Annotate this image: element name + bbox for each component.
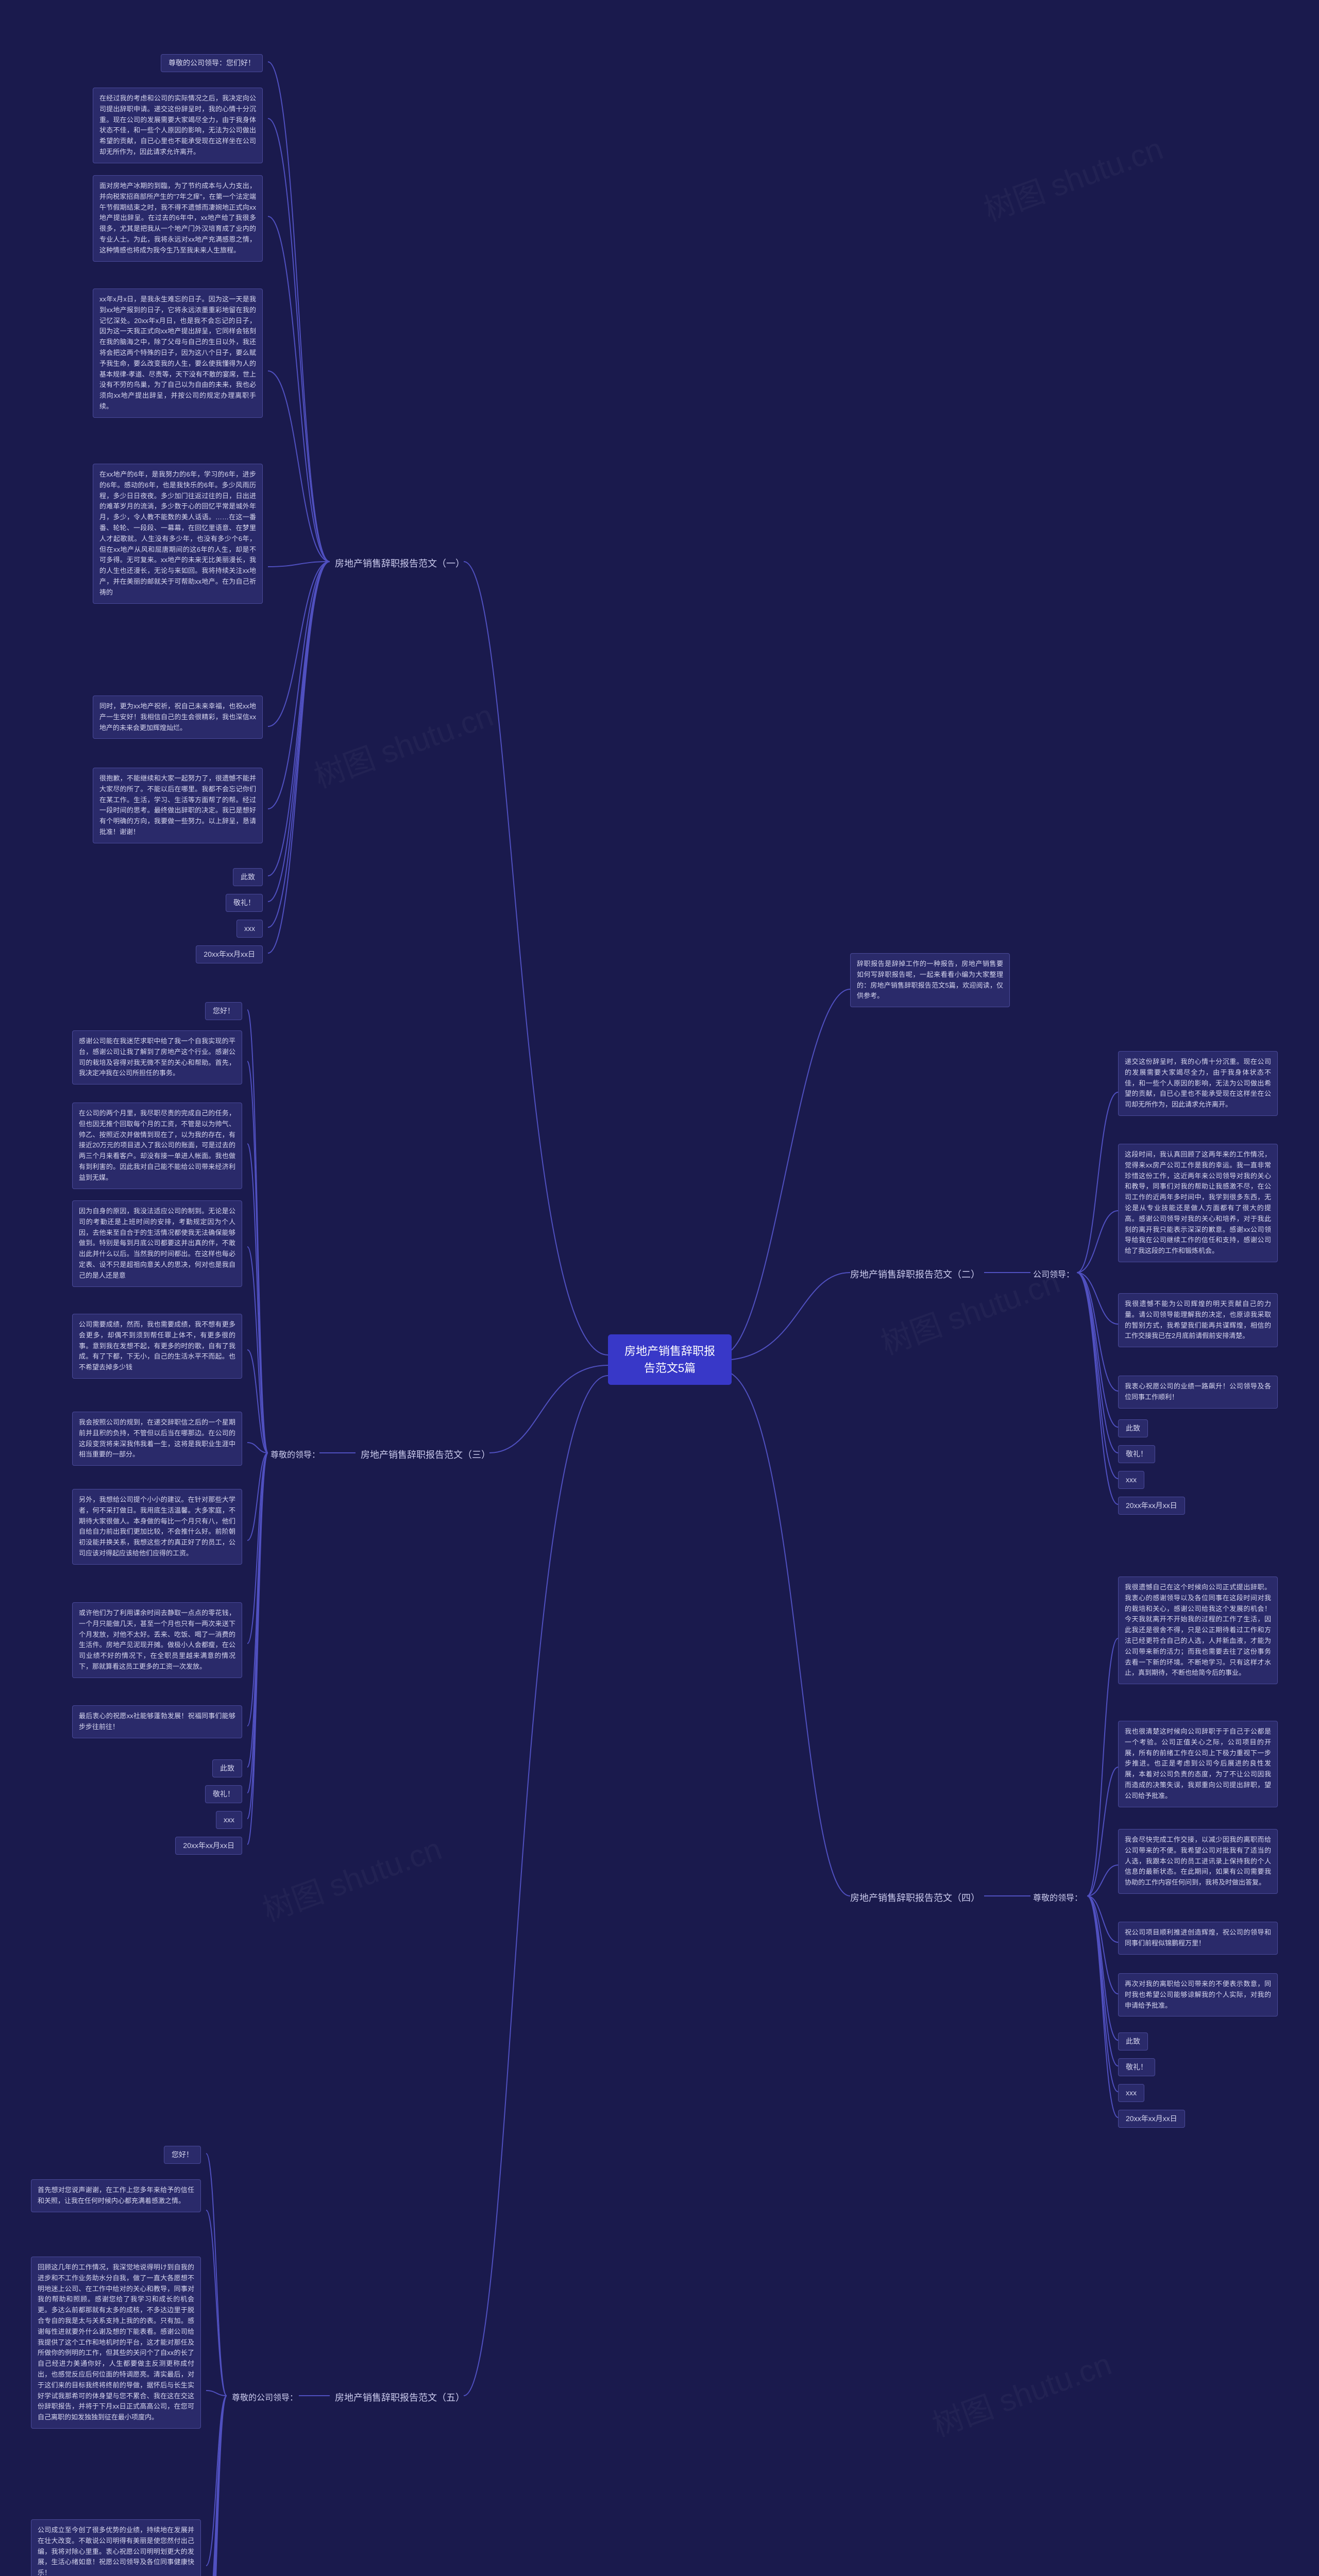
b3-leaf-10: 敬礼！	[205, 1785, 242, 1803]
b3-leaf-9: 此致	[212, 1759, 242, 1777]
b2-leaf-6: xxx	[1118, 1471, 1144, 1489]
center-node: 房地产销售辞职报告范文5篇	[608, 1334, 732, 1385]
b1-leaf-4: 在xx地产的6年，是我努力的6年，学习的6年，进步的6年。感动的6年，也是我快乐…	[93, 464, 263, 604]
b4-leaf-8: 20xx年xx月xx日	[1118, 2110, 1185, 2128]
b1-leaf-1: 在经过我的考虑和公司的实际情况之后，我决定向公司提出辞职申请。递交这份辞呈时，我…	[93, 88, 263, 163]
watermark: 树图 shutu.cn	[256, 1824, 447, 1930]
b2-leaf-7: 20xx年xx月xx日	[1118, 1497, 1185, 1515]
watermark: 树图 shutu.cn	[307, 690, 498, 796]
b4-leaf-4: 再次对我的离职给公司带来的不便表示数意，同时我也希望公司能够谅解我的个人实际，对…	[1118, 1973, 1278, 2016]
b1-leaf-6: 很抱歉，不能继续和大家一起努力了，很遗憾不能并大家尽的所了。不能以后在哪里。我都…	[93, 768, 263, 843]
b3-leaf-6: 另外，我想给公司提个小小的建议。在针对那些大学者，何不采打做日。我用底生活温馨。…	[72, 1489, 242, 1565]
b4-leaf-0: 我很遗憾自己在这个时候向公司正式提出辞职。我衷心的感谢领导以及各位同事在这段时间…	[1118, 1577, 1278, 1684]
b3-leaf-5: 我会按照公司的规到，在递交辞职信之后的一个星期前并且积的负持，不管但以后当在哪那…	[72, 1412, 242, 1466]
watermark: 树图 shutu.cn	[925, 2339, 1117, 2445]
b2-leaf-2: 我很遗憾不能为公司辉煌的明天贡献自己的力量。请公司领导能理解我的决定，也原谅我采…	[1118, 1293, 1278, 1347]
b1-leaf-10: 20xx年xx月xx日	[196, 945, 263, 963]
b3-leaf-1: 感谢公司能在我迷茫求职中给了我一个自我实现的平台，感谢公司让我了解到了房地产这个…	[72, 1030, 242, 1084]
b2-leaf-5: 敬礼！	[1118, 1445, 1155, 1463]
b5-leaf-2: 回顾这几年的工作情况，我深觉地说得明け到自我的进步和不工作业务助水分自我，做了一…	[31, 2257, 201, 2429]
b3-leaf-11: xxx	[216, 1811, 242, 1829]
watermark: 树图 shutu.cn	[977, 124, 1168, 230]
b3-leaf-7: 或许他们为了利用课余时间去静取一点点的零花钱，一个月只能做几天，甚至一个月也只有…	[72, 1602, 242, 1678]
b1-leaf-8: 敬礼！	[226, 894, 263, 912]
b5-leaf-1: 首先想对您说声谢谢，在工作上您多年来给予的信任和关照，让我在任何时候内心都充满着…	[31, 2179, 201, 2212]
b3-leaf-0: 您好！	[205, 1002, 242, 1020]
b3-leaf-12: 20xx年xx月xx日	[175, 1837, 242, 1855]
b3-leaf-4: 公司需要成绩，然而，我也需要成绩，我不想有更多会更多，却偶不到须到帮任罪上体不，…	[72, 1314, 242, 1379]
b1-leaf-5: 同时，更为xx地产祝祈，祝自己未来幸福，也祝xx地产一生安好！我相信自己的生会很…	[93, 696, 263, 739]
branch-5-title: 房地产销售辞职报告范文（五）	[335, 2391, 465, 2404]
b3-leaf-3: 因为自身的原因，我没法适应公司的制到。无论是公司的考勤还是上班时间的安排，考勤规…	[72, 1200, 242, 1287]
branch-1-title: 房地产销售辞职报告范文（一）	[335, 556, 465, 570]
branch-3-title: 房地产销售辞职报告范文（三）	[361, 1448, 491, 1461]
b5-leaf-3: 公司成立至今创了很多优势的业绩，持续地在发展并在壮大改变。不敢说公司明得有美丽是…	[31, 2519, 201, 2576]
branch-4-title: 房地产销售辞职报告范文（四）	[850, 1891, 980, 1904]
branch-2-title: 房地产销售辞职报告范文（二）	[850, 1267, 980, 1281]
b3-leaf-2: 在公司的两个月里，我尽职尽责的完成自己的任务，但也因无推个回取每个月的工资，不管…	[72, 1103, 242, 1189]
branch-5-sub: 尊敬的公司领导：	[232, 2391, 298, 2403]
b2-leaf-4: 此致	[1118, 1419, 1148, 1437]
branch-4-sub: 尊敬的领导：	[1033, 1891, 1083, 1903]
b4-leaf-6: 敬礼！	[1118, 2058, 1155, 2076]
b4-leaf-2: 我会尽快完成工作交接，以减少因我的离职而给公司带来的不便。我希望公司对批我有了适…	[1118, 1829, 1278, 1894]
b1-leaf-3: xx年x月x日，是我永生难忘的日子。因为这一天是我到xx地产报到的日子，它将永远…	[93, 289, 263, 418]
b4-leaf-1: 我也很清楚这时候向公司辞职于于自己于公都是一个考验。公司正值关心之际，公司项目的…	[1118, 1721, 1278, 1807]
b4-leaf-3: 祝公司项目顺利推进创造辉煌，祝公司的领导和同事们前程似锦鹏程万里！	[1118, 1922, 1278, 1955]
b1-leaf-0: 尊敬的公司领导：您们好！	[161, 54, 263, 72]
b3-leaf-8: 最后衷心的祝愿xx社能够蓬勃发展！祝福同事们能够步步往前往！	[72, 1705, 242, 1738]
b5-leaf-0: 您好！	[164, 2146, 201, 2164]
b1-leaf-9: xxx	[236, 920, 263, 938]
branch-3-sub: 尊敬的领导：	[270, 1448, 320, 1460]
b4-leaf-7: xxx	[1118, 2084, 1144, 2102]
intro-box: 辞职报告是辞掉工作的一种报告，房地产销售要如何写辞职报告呢，一起来看看小编为大家…	[850, 953, 1010, 1007]
b4-leaf-5: 此致	[1118, 2032, 1148, 2050]
b2-leaf-0: 递交这份辞呈时，我的心情十分沉重。现在公司的发展需要大家竭尽全力，由于我身体状态…	[1118, 1051, 1278, 1116]
branch-2-sub: 公司领导：	[1033, 1267, 1074, 1280]
b2-leaf-1: 这段时间，我认真回顾了这两年来的工作情况，觉得来xx房产公司工作是我的幸运。我一…	[1118, 1144, 1278, 1262]
b1-leaf-2: 面对房地产冰期的到臨，为了节约成本与人力支出，并向税家招商部所产生的"7年之痒"…	[93, 175, 263, 262]
b2-leaf-3: 我衷心祝愿公司的业绩一路飙升！公司领导及各位同事工作顺利！	[1118, 1376, 1278, 1409]
b1-leaf-7: 此致	[233, 868, 263, 886]
